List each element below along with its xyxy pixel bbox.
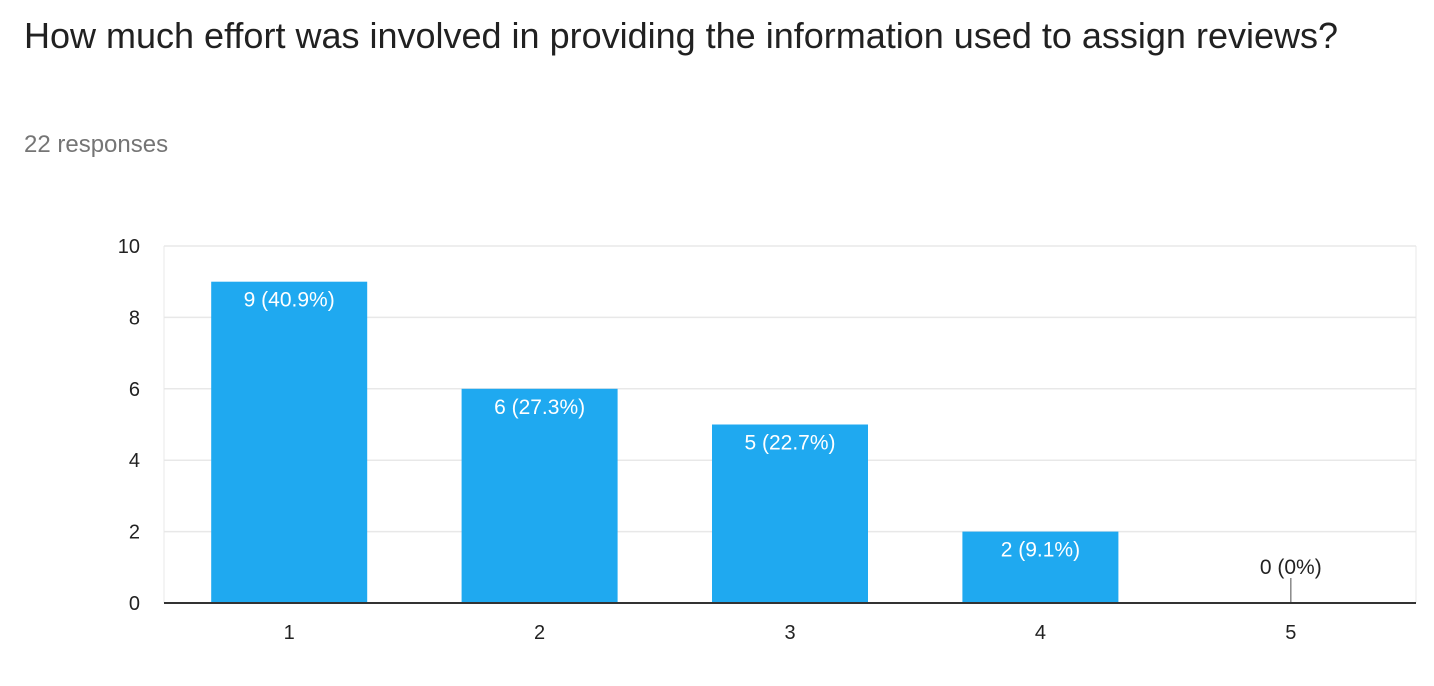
x-tick-label: 4 — [1035, 622, 1046, 644]
x-tick-label: 5 — [1285, 622, 1296, 644]
y-tick-label: 2 — [129, 522, 140, 544]
bar-data-label: 6 (27.3%) — [494, 396, 585, 419]
x-axis-ticks: 1 2 3 4 5 — [284, 622, 1297, 644]
bar — [962, 531, 1119, 603]
question-title: How much effort was involved in providin… — [24, 15, 1338, 56]
y-tick-label: 4 — [129, 450, 140, 472]
bar — [712, 424, 868, 603]
y-axis-ticks: 0 2 4 6 8 10 — [118, 236, 140, 615]
y-tick-label: 6 — [129, 379, 140, 401]
bar-data-label: 2 (9.1%) — [1001, 539, 1080, 562]
bar-data-label: 9 (40.9%) — [244, 289, 335, 312]
response-count: 22 responses — [24, 131, 169, 158]
bar-data-label: 0 (0%) — [1260, 556, 1322, 579]
x-tick-label: 2 — [534, 622, 545, 644]
y-tick-label: 10 — [118, 236, 140, 258]
bars: 9 (40.9%) 6 (27.3%) 5 (22.7%) 2 (9.1%) 0 (0%… — [211, 281, 1322, 603]
y-tick-label: 0 — [129, 593, 140, 615]
bar — [461, 388, 618, 603]
x-tick-label: 1 — [284, 622, 295, 644]
x-tick-label: 3 — [784, 622, 795, 644]
bar — [211, 281, 368, 603]
y-tick-label: 8 — [129, 307, 140, 329]
bar-data-label: 5 (22.7%) — [744, 432, 835, 455]
